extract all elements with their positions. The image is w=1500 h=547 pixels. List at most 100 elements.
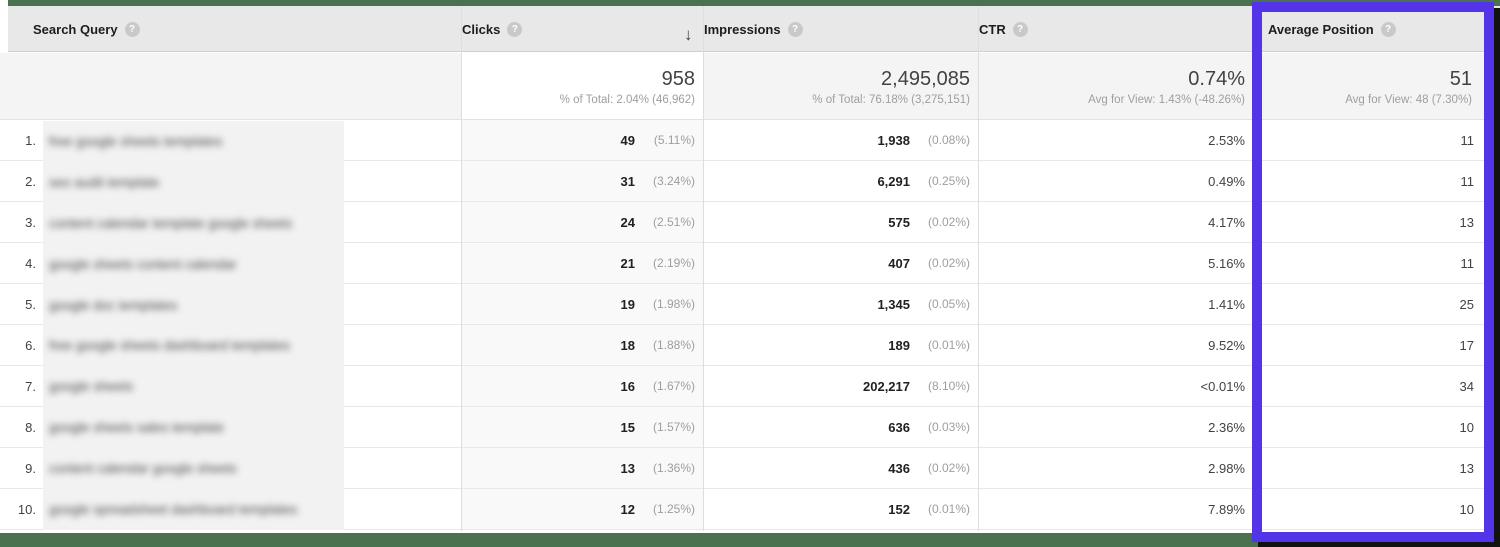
average-position-cell: 10 <box>1459 501 1474 517</box>
ctr-cell: 2.98% <box>1208 460 1245 476</box>
summary-ctr-subtext: Avg for View: 1.43% (-48.26%) <box>1088 93 1245 106</box>
help-icon[interactable]: ? <box>1012 21 1028 37</box>
column-header-label: Impressions <box>704 21 781 37</box>
clicks-percent: (1.36%) <box>652 461 695 475</box>
summary-clicks: 958 % of Total: 2.04% (46,962) <box>462 53 703 119</box>
impressions-value: 636 <box>888 419 910 435</box>
query-blurred-text: google sheets <box>49 379 134 395</box>
impressions-cell: 575 (0.02%) <box>704 202 978 242</box>
clicks-percent: (2.19%) <box>652 256 695 270</box>
impressions-value: 6,291 <box>877 173 910 189</box>
row-rank: 7. <box>25 378 36 394</box>
clicks-cell: 15 (1.57%) <box>462 407 703 447</box>
row-rank: 6. <box>25 337 36 353</box>
table-row: 5. 19 (1.98%) 1,345 (0.05%) 1.41% 25 <box>0 284 1500 325</box>
average-position-cell: 13 <box>1459 460 1474 476</box>
ctr-cell: 4.17% <box>1208 214 1245 230</box>
impressions-value: 1,938 <box>877 132 910 148</box>
clicks-percent: (1.57%) <box>652 420 695 434</box>
clicks-value: 15 <box>620 419 635 435</box>
summary-ctr: 0.74% Avg for View: 1.43% (-48.26%) <box>979 53 1253 119</box>
frame-top-bar <box>8 0 1500 6</box>
clicks-cell: 21 (2.19%) <box>462 243 703 283</box>
ctr-cell: 5.16% <box>1208 255 1245 271</box>
clicks-cell: 49 (5.11%) <box>462 120 703 160</box>
average-position-cell: 17 <box>1459 337 1474 353</box>
clicks-percent: (5.11%) <box>653 133 695 147</box>
impressions-value: 152 <box>888 501 910 517</box>
row-rank: 8. <box>25 419 36 435</box>
summary-average-position: 51 Avg for View: 48 (7.30%) <box>1254 53 1486 119</box>
query-blurred-text: content calendar template google sheets <box>49 215 293 231</box>
impressions-percent: (0.02%) <box>927 256 970 270</box>
clicks-value: 12 <box>620 501 635 517</box>
help-icon[interactable]: ? <box>124 21 140 37</box>
row-rank: 5. <box>25 296 36 312</box>
clicks-percent: (2.51%) <box>652 215 695 229</box>
ctr-cell: 2.53% <box>1208 132 1245 148</box>
column-divider <box>978 6 979 531</box>
help-icon[interactable]: ? <box>507 21 523 37</box>
average-position-cell: 13 <box>1459 214 1474 230</box>
ctr-cell: 2.36% <box>1208 419 1245 435</box>
ctr-cell: 1.41% <box>1208 296 1245 312</box>
help-icon[interactable]: ? <box>1380 21 1396 37</box>
query-blurred-text: google sheets sales template <box>49 420 224 436</box>
average-position-cell: 10 <box>1459 419 1474 435</box>
query-blurred-text: free google sheets templates <box>49 133 223 149</box>
impressions-cell: 636 (0.03%) <box>704 407 978 447</box>
average-position-cell: 11 <box>1460 173 1475 189</box>
column-header-ctr[interactable]: CTR ? <box>979 6 1028 52</box>
column-header-label: Search Query <box>33 21 118 37</box>
summary-average-position-value: 51 <box>1449 67 1472 90</box>
column-header-average-position[interactable]: Average Position ? <box>1268 6 1396 52</box>
clicks-value: 24 <box>620 214 635 230</box>
impressions-percent: (0.01%) <box>927 338 970 352</box>
impressions-cell: 1,345 (0.05%) <box>704 284 978 324</box>
column-header-label: Clicks <box>462 21 501 37</box>
help-icon[interactable]: ? <box>787 21 803 37</box>
column-header-label: Average Position <box>1268 21 1374 37</box>
impressions-percent: (0.01%) <box>927 502 970 516</box>
impressions-value: 202,217 <box>863 378 910 394</box>
impressions-cell: 152 (0.01%) <box>704 489 978 529</box>
blurred-queries-overlay: free google sheets templates seo audit te… <box>43 121 344 530</box>
column-header-clicks[interactable]: Clicks ? <box>462 6 523 52</box>
sort-descending-icon[interactable]: ↓ <box>684 25 693 44</box>
clicks-value: 18 <box>620 337 635 353</box>
query-blurred-text: free google sheets dashboard templates <box>49 338 290 354</box>
summary-ctr-value: 0.74% <box>1188 67 1245 90</box>
query-blurred-text: google spreadsheet dashboard templates <box>49 502 298 518</box>
column-header-impressions[interactable]: Impressions ? <box>704 6 803 52</box>
impressions-percent: (0.08%) <box>927 133 970 147</box>
impressions-cell: 6,291 (0.25%) <box>704 161 978 201</box>
summary-impressions-value: 2,495,085 <box>881 67 970 90</box>
row-rank: 9. <box>25 460 36 476</box>
row-rank: 2. <box>25 173 36 189</box>
impressions-value: 1,345 <box>877 296 910 312</box>
summary-average-position-subtext: Avg for View: 48 (7.30%) <box>1345 93 1472 106</box>
average-position-cell: 11 <box>1460 255 1475 271</box>
clicks-value: 13 <box>620 460 635 476</box>
table-header: Search Query ? Clicks ? ↓ Impressions ? … <box>8 6 1500 52</box>
row-rank: 3. <box>25 214 36 230</box>
impressions-cell: 1,938 (0.08%) <box>704 120 978 160</box>
impressions-cell: 407 (0.02%) <box>704 243 978 283</box>
clicks-value: 31 <box>620 173 635 189</box>
clicks-value: 21 <box>620 255 635 271</box>
query-blurred-text: content calendar google sheets <box>49 461 237 477</box>
frame-bottom-bar <box>0 533 1500 547</box>
ctr-cell: 7.89% <box>1208 501 1245 517</box>
average-position-cell: 11 <box>1460 132 1475 148</box>
clicks-cell: 16 (1.67%) <box>462 366 703 406</box>
summary-impressions-subtext: % of Total: 76.18% (3,275,151) <box>812 93 970 106</box>
impressions-percent: (0.03%) <box>927 420 970 434</box>
clicks-value: 19 <box>620 296 635 312</box>
summary-clicks-value: 958 <box>661 67 695 90</box>
clicks-percent: (1.98%) <box>652 297 695 311</box>
impressions-cell: 202,217 (8.10%) <box>704 366 978 406</box>
column-divider <box>1253 6 1254 531</box>
column-header-search-query[interactable]: Search Query ? <box>33 6 140 52</box>
column-header-label: CTR <box>979 21 1006 37</box>
